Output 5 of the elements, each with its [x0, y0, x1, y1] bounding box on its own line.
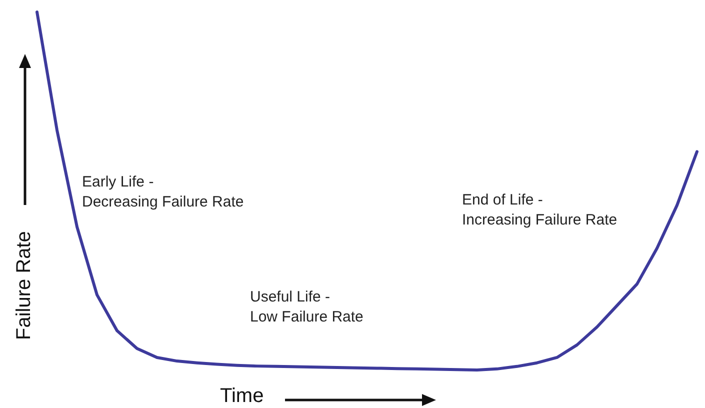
annotation: End of Life - Increasing Failure Rate [462, 192, 618, 228]
annotation: Early Life - Decreasing Failure Rate [82, 174, 244, 210]
x-axis-title: Time [220, 385, 264, 407]
y-axis-title: Failure Rate [13, 231, 35, 340]
annotation: Useful Life - Low Failure Rate [250, 288, 364, 326]
